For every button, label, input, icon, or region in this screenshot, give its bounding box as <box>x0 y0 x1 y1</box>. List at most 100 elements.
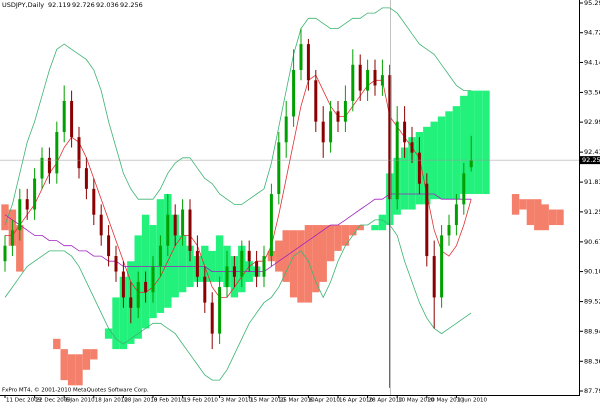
candle-body <box>55 131 59 174</box>
candle-body <box>195 250 199 277</box>
indicator-line <box>4 7 472 226</box>
indicator-line <box>4 193 472 272</box>
cloud-block <box>53 338 61 350</box>
cloud-block <box>75 354 83 386</box>
candle-body <box>173 214 177 236</box>
cloud-block <box>67 354 76 386</box>
x-tick-label: 22 Dec 2009 <box>36 398 72 404</box>
indicator-line <box>4 219 472 381</box>
cloud-block <box>356 225 364 231</box>
candle-body <box>454 204 458 226</box>
cloud <box>1 90 564 386</box>
cloud-block <box>408 137 416 210</box>
candle-body <box>410 142 414 153</box>
open-value: 92.119 <box>48 1 71 9</box>
y-tick-label: 91.830 <box>584 178 600 186</box>
candle-body <box>336 111 340 122</box>
y-tick-label: 94.720 <box>584 29 600 37</box>
cloud-block <box>400 147 409 210</box>
candle-body <box>321 121 325 143</box>
candle-body <box>432 256 436 298</box>
candle-body <box>10 230 14 246</box>
candle-body <box>114 256 118 272</box>
candle-body <box>99 214 103 236</box>
candle-body <box>366 69 370 91</box>
x-tick-label: 6 Apr 2010 <box>309 398 340 404</box>
cloud-block <box>511 194 520 215</box>
candle-body <box>469 160 473 168</box>
candle-body <box>232 266 236 277</box>
candle-body <box>299 44 303 70</box>
cloud-block <box>334 225 342 251</box>
cloud-block <box>82 349 91 370</box>
candle-body <box>151 266 155 293</box>
candle-body <box>306 44 310 81</box>
cloud-block <box>171 214 179 298</box>
candle-body <box>284 116 288 143</box>
candle-body <box>70 100 74 138</box>
close-value: 92.256 <box>120 1 143 9</box>
cloud-block <box>297 230 305 303</box>
cloud-block <box>445 111 453 200</box>
x-tick-label: 16 Apr 2010 <box>339 398 374 404</box>
candle-body <box>158 245 162 267</box>
candle-body <box>262 256 266 277</box>
cloud-block <box>430 121 438 200</box>
cloud-block <box>178 235 187 293</box>
cloud-block <box>119 276 128 350</box>
candle-body <box>351 64 355 101</box>
candle-body <box>210 302 214 334</box>
candle-body <box>181 209 185 236</box>
candle-body <box>255 261 259 277</box>
cloud-block <box>112 297 120 350</box>
y-tick-label: 87.790 <box>584 387 600 395</box>
candle-body <box>388 75 392 200</box>
x-tick-label: 11 Dec 2009 <box>6 398 42 404</box>
candles <box>3 28 473 388</box>
candle-body <box>380 75 384 86</box>
y-tick-label: 90.100 <box>584 268 600 276</box>
cloud-block <box>423 126 431 205</box>
candle-body <box>329 111 333 143</box>
candle-body <box>358 64 362 91</box>
cloud-block <box>452 106 461 200</box>
x-tick-label: 10 May 2010 <box>398 398 434 404</box>
cloud-block <box>319 225 327 282</box>
y-tick-label: 88.945 <box>584 327 600 335</box>
y-tick-label: 95.295 <box>584 0 600 7</box>
candle-body <box>225 266 229 288</box>
candle-body <box>47 157 51 174</box>
footer: FxPro MT4, © 2001-2010 MetaQuotes Softwa… <box>2 387 149 394</box>
cloud-block <box>208 250 216 282</box>
cloud-block <box>548 209 557 226</box>
y-tick-label: 91.255 <box>584 208 600 216</box>
candle-body <box>440 235 444 298</box>
candle-body <box>188 209 192 251</box>
candle-body <box>447 225 451 236</box>
candle-body <box>395 121 399 200</box>
candle-body <box>25 199 29 210</box>
candle-body <box>84 168 88 189</box>
candle-body <box>373 69 377 86</box>
x-tick-label: 19 Feb 2010 <box>184 398 219 404</box>
cloud-block <box>275 240 283 272</box>
candle-body <box>136 281 140 308</box>
cloud-block <box>371 225 379 231</box>
y-tick-label: 90.675 <box>584 238 600 246</box>
price-label: 92.256 <box>582 156 600 164</box>
x-tick-label: 20 May 2010 <box>428 398 464 404</box>
cloud-block <box>519 199 527 210</box>
cloud-block <box>526 199 535 226</box>
candle-body <box>129 297 133 308</box>
cloud-block <box>349 225 357 236</box>
candle-body <box>314 80 318 122</box>
indicators <box>4 7 472 381</box>
cloud-block <box>556 209 564 226</box>
x-tick-label: 18 Jan 2010 <box>95 398 128 404</box>
cloud-block <box>474 90 483 195</box>
candle-body <box>92 188 96 215</box>
candle-body <box>343 100 347 122</box>
candle-body <box>292 69 296 117</box>
candle-body <box>77 137 81 169</box>
